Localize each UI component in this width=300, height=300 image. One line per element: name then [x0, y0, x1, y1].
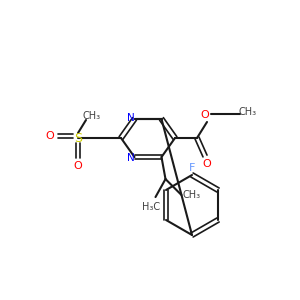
Text: CH₃: CH₃	[239, 107, 257, 117]
Text: O: O	[202, 159, 211, 169]
Text: F: F	[189, 163, 195, 173]
Text: N: N	[127, 153, 134, 163]
Text: O: O	[46, 131, 54, 141]
Text: S: S	[74, 131, 82, 145]
Text: O: O	[74, 161, 82, 171]
Text: N: N	[127, 113, 134, 123]
Text: CH₃: CH₃	[83, 111, 101, 121]
Text: H₃C: H₃C	[142, 202, 160, 212]
Text: O: O	[201, 110, 209, 120]
Text: CH₃: CH₃	[182, 190, 201, 200]
